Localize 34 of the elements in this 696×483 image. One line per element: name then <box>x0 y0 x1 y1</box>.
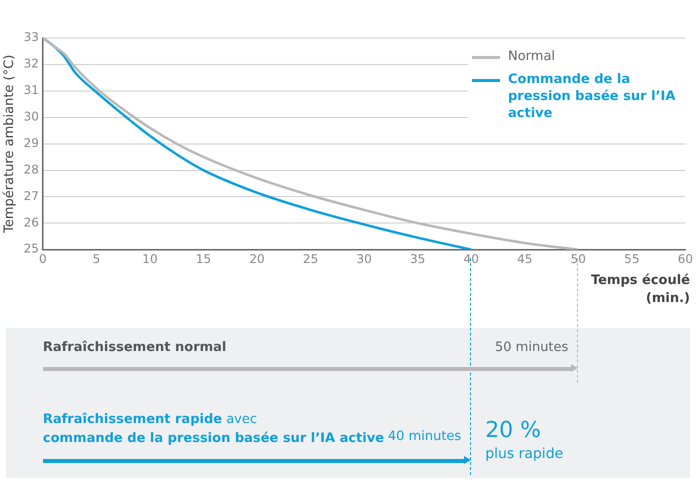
x-axis-title: Temps écoulé (min.) <box>590 272 690 308</box>
x-tick-label: 10 <box>142 252 158 266</box>
text: 20 % <box>485 418 542 443</box>
y-axis-title: Température ambiante (°C) <box>2 54 18 234</box>
y-tick-label: 31 <box>24 83 39 98</box>
text: 40 minutes <box>388 429 462 444</box>
y-tick-label: 27 <box>24 188 39 203</box>
x-tick-label: 0 <box>39 252 47 266</box>
x-tick-label: 15 <box>196 252 212 266</box>
y-tick-label: 33 <box>24 30 39 44</box>
y-tick-label: 26 <box>24 215 39 230</box>
text: plus rapide <box>485 446 564 462</box>
text: avec <box>226 412 258 427</box>
y-tick-label: 29 <box>24 136 39 150</box>
x-tick-label: 25 <box>302 252 318 266</box>
x-tick-label: 45 <box>517 252 532 266</box>
y-tick-label: 28 <box>24 162 39 176</box>
x-tick-label: 55 <box>624 252 640 266</box>
legend-label: Normal <box>508 48 556 65</box>
text: Rafraîchissement rapide <box>42 412 222 427</box>
x-tick-label: 50 <box>570 252 586 266</box>
x-tick-label: 5 <box>92 252 100 266</box>
x-tick-label: 60 <box>678 252 694 266</box>
text: commande de la pression basée sur l’IA active <box>42 431 384 446</box>
y-tick-label: 32 <box>24 56 39 71</box>
y-tick-label: 30 <box>24 109 39 124</box>
x-tick-label: 20 <box>249 252 265 266</box>
legend-label: Commande de la pression basée sur l’IA active <box>508 71 676 122</box>
text: Rafraîchissement normal <box>42 340 226 355</box>
x-tick-label: 40 <box>464 252 479 266</box>
y-tick-label: 25 <box>24 242 39 256</box>
text: 50 minutes <box>495 340 568 355</box>
x-tick-label: 35 <box>410 252 426 266</box>
x-tick-label: 30 <box>356 252 372 266</box>
